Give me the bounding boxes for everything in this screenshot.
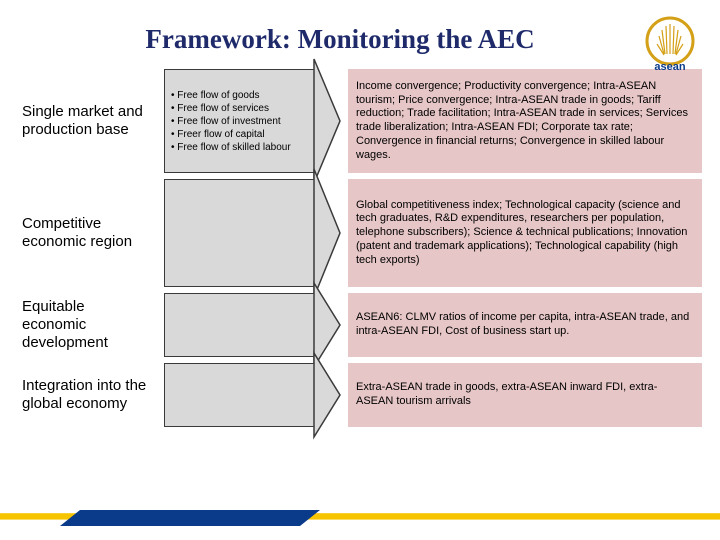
arrow-shape — [164, 179, 340, 287]
svg-text:asean: asean — [654, 61, 685, 73]
pillar-label: Equitable economic development — [22, 293, 156, 357]
arrow-head — [314, 363, 340, 427]
arrow-shape — [164, 293, 340, 357]
arrow-body — [164, 363, 314, 427]
framework-grid: Single market and production base• Free … — [0, 65, 720, 427]
framework-row: Single market and production base• Free … — [22, 69, 702, 173]
pillar-label: Competitive economic region — [22, 179, 156, 287]
indicator-desc: Extra-ASEAN trade in goods, extra-ASEAN … — [348, 363, 702, 427]
arrow-body — [164, 179, 314, 287]
asean-logo: asean — [640, 14, 700, 74]
arrow-body: • Free flow of goods • Free flow of serv… — [164, 69, 314, 173]
arrow-head — [314, 179, 340, 287]
indicator-desc: ASEAN6: CLMV ratios of income per capita… — [348, 293, 702, 357]
pillar-label: Single market and production base — [22, 69, 156, 173]
arrow-head — [314, 293, 340, 357]
framework-row: Equitable economic development ASEAN6: CL… — [22, 293, 702, 357]
page-title: Framework: Monitoring the AEC — [0, 0, 720, 65]
framework-row: Competitive economic region Global compet… — [22, 179, 702, 287]
arrow-body — [164, 293, 314, 357]
arrow-shape — [164, 363, 340, 427]
decorative-bar — [0, 510, 720, 526]
pillar-label: Integration into the global economy — [22, 363, 156, 427]
indicator-desc: Global competitiveness index; Technologi… — [348, 179, 702, 287]
arrow-shape: • Free flow of goods • Free flow of serv… — [164, 69, 340, 173]
arrow-head — [314, 69, 340, 173]
indicator-desc: Income convergence; Productivity converg… — [348, 69, 702, 173]
framework-row: Integration into the global economy Extra… — [22, 363, 702, 427]
